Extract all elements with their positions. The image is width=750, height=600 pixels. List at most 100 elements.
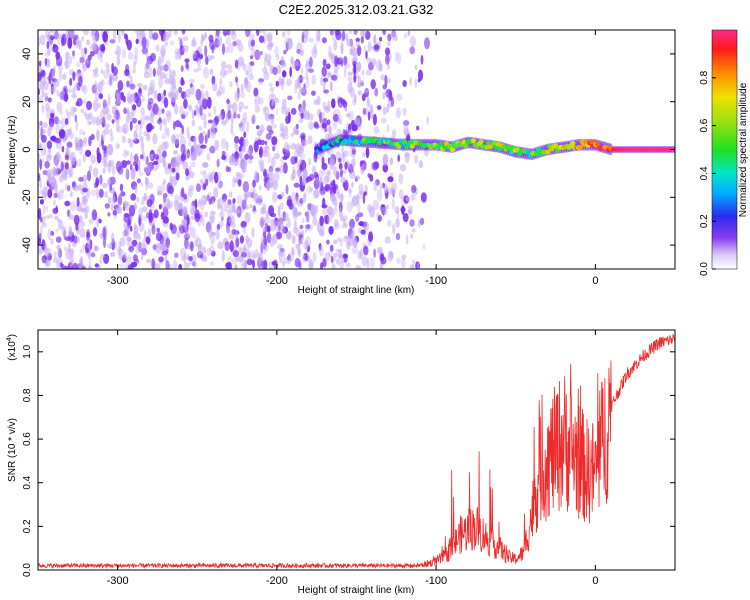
spectrogram-noise-cell [397, 154, 401, 163]
spectrogram-noise-cell [407, 205, 414, 210]
spectrogram-noise-cell [99, 174, 103, 185]
spectrogram-noise-cell [116, 45, 122, 57]
spectrogram-noise-cell [167, 185, 174, 195]
spectrogram-noise-cell [103, 236, 106, 249]
spectrogram-noise-cell [407, 208, 413, 215]
spectrogram-y-label: Frequency (Hz) [7, 116, 18, 185]
snr-scale-exponent: 4 [6, 337, 13, 341]
spectrogram-noise-cell [178, 264, 183, 269]
x-tick-label: -200 [266, 575, 288, 587]
spectrogram-noise-cell [231, 176, 237, 188]
spectrogram-noise-cell [227, 104, 232, 111]
spectrogram-noise-cell [259, 216, 265, 228]
spectrogram-noise-cell [132, 254, 138, 262]
spectrogram-noise-cell [97, 102, 101, 109]
spectrogram-noise-cell [140, 182, 144, 187]
spectrogram-noise-cell [329, 212, 335, 219]
spectrogram-noise-cell [216, 90, 222, 97]
spectrogram-noise-cell [123, 228, 127, 239]
spectrogram-noise-cell [240, 251, 247, 258]
spectrogram-noise-cell [204, 32, 208, 39]
spectrogram-noise-cell [215, 30, 220, 38]
spectrogram-noise-cell [246, 258, 253, 266]
spectrogram-noise-cell [378, 247, 382, 255]
spectrogram-noise-cell [55, 123, 61, 135]
spectrogram-noise-cell [129, 121, 133, 131]
spectrogram-noise-cell [94, 80, 97, 91]
spectrogram-noise-cell [396, 52, 402, 65]
spectrogram-noise-cell [252, 189, 256, 202]
spectrogram-noise-cell [92, 167, 99, 178]
spectrogram-noise-cell [229, 30, 235, 35]
spectrogram-noise-cell [307, 255, 311, 263]
spectrogram-noise-cell [239, 150, 243, 160]
spectrogram-noise-cell [323, 127, 328, 133]
spectrogram-noise-cell [274, 46, 279, 57]
spectrogram-noise-cell [141, 196, 148, 201]
spectrogram-noise-cell [354, 175, 361, 180]
spectrogram-noise-cell [247, 64, 253, 72]
spectrogram-noise-cell [107, 94, 111, 106]
spectrogram-noise-cell [242, 225, 246, 235]
spectrogram-noise-cell [47, 126, 52, 137]
spectrogram-noise-cell [126, 80, 130, 88]
spectrogram-noise-cell [292, 209, 298, 221]
spectrogram-noise-cell [55, 151, 61, 161]
spectrogram-noise-cell [226, 227, 231, 234]
spectrogram-noise-cell [380, 117, 387, 124]
spectrogram-noise-cell [300, 132, 306, 140]
spectrogram-noise-cell [86, 56, 89, 65]
spectrogram-noise-cell [148, 30, 153, 40]
spectrogram-noise-cell [125, 169, 129, 180]
y-tick-label: 0.8 [22, 388, 33, 402]
spectrogram-noise-cell [245, 191, 252, 197]
spectrogram-noise-cell [217, 181, 222, 189]
spectrogram-noise-cell [266, 232, 272, 244]
x-tick-label: -100 [425, 575, 447, 587]
spectrogram-noise-cell [210, 231, 217, 237]
spectrogram-noise-cell [114, 50, 120, 55]
spectrogram-noise-cell [373, 126, 380, 134]
spectrogram-noise-cell [311, 90, 316, 96]
spectrogram-noise-cell [215, 140, 219, 151]
spectrogram-noise-cell [160, 48, 165, 58]
spectrogram-noise-cell [138, 88, 142, 94]
spectrogram-noise-cell [147, 182, 154, 189]
spectrogram-noise-cell [157, 93, 162, 102]
spectrogram-noise-cell [101, 145, 108, 151]
spectrogram-noise-cell [343, 55, 348, 66]
spectrogram-noise-cell [64, 162, 69, 170]
spectrogram-noise-cell [232, 40, 237, 47]
spectrogram-noise-cell [96, 187, 99, 199]
spectrogram-noise-cell [134, 184, 138, 194]
spectrogram-noise-cell [243, 105, 249, 110]
spectrogram-noise-cell [171, 175, 177, 187]
spectrogram-noise-cell [330, 255, 334, 264]
spectrogram-noise-cell [253, 87, 259, 97]
spectrogram-noise-cell [103, 160, 108, 168]
spectrogram-noise-cell [318, 179, 323, 190]
spectrogram-noise-cell [76, 61, 81, 68]
spectrogram-noise-cell [290, 56, 294, 66]
spectrogram-noise-cell [377, 105, 382, 110]
spectrogram-noise-cell [111, 105, 117, 110]
spectrogram-noise-cell [299, 50, 304, 56]
spectrogram-noise-cell [345, 262, 352, 268]
spectrogram-noise-cell [374, 87, 379, 97]
y-tick-label: -40 [21, 237, 33, 253]
spectrogram-noise-cell [109, 39, 116, 44]
spectrogram-noise-cell [101, 43, 106, 54]
spectrogram-noise-cell [334, 108, 341, 114]
spectrogram-noise-cell [142, 84, 148, 91]
spectrogram-noise-cell [102, 182, 108, 189]
spectrogram-noise-cell [292, 227, 299, 234]
x-tick-label: -200 [266, 275, 288, 287]
spectrogram-noise-cell [144, 115, 150, 121]
spectrogram-noise-cell [290, 246, 295, 255]
spectrogram-noise-cell [175, 172, 180, 181]
signal-track-cell [402, 139, 408, 145]
signal-track-cell [449, 147, 455, 153]
spectrogram-noise-cell [346, 201, 353, 213]
spectrogram-noise-cell [186, 216, 190, 226]
spectrogram-noise-cell [163, 97, 169, 109]
